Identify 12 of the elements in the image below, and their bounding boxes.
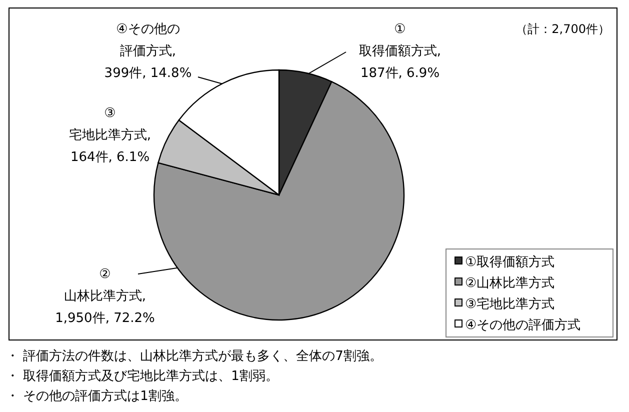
data-label: ③ 宅地比準方式, 164件, 6.1% — [68, 106, 152, 165]
text: ・ 取得価額方式及び宅地比準方式は、1割弱。 — [6, 368, 278, 384]
data-label: ① 取得価額方式, 187件, 6.9% — [358, 22, 442, 81]
legend-label: ④その他の評価方式 — [465, 317, 581, 333]
data-label: ④その他の評価方式, 399件, 14.8% — [104, 22, 192, 81]
data-label: ② 山林比準方式, 1,950件, 72.2% — [55, 267, 155, 326]
legend-label: ②山林比準方式 — [465, 275, 555, 291]
text: （計：2,700件） — [516, 22, 610, 36]
legend-label: ①取得価額方式 — [465, 254, 555, 270]
text: ・ 評価方法の件数は、山林比準方式が最も多く、全体の7割強。 — [6, 348, 382, 364]
text: ・ その他の評価方式は1割強。 — [6, 388, 188, 404]
legend-label: ③宅地比準方式 — [465, 296, 555, 312]
